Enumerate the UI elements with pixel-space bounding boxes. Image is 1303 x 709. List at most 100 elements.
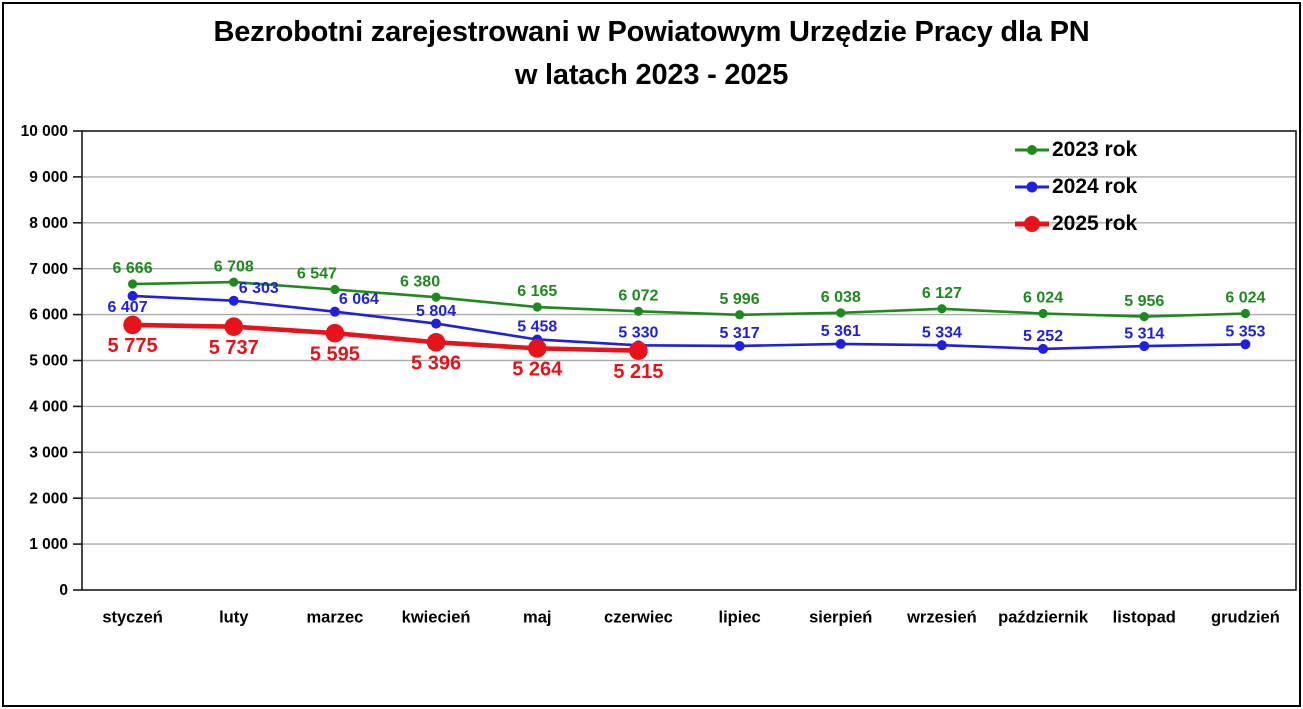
data-point-2023 rok-wrzesień [937, 304, 947, 314]
y-axis-tick-label: 4 000 [29, 398, 68, 415]
y-axis-tick-label: 2 000 [29, 490, 68, 507]
data-label-2025 rok-marzec: 5 595 [310, 343, 360, 365]
chart-title-line1: Bezrobotni zarejestrowani w Powiatowym U… [213, 16, 1090, 48]
data-point-2025 rok-czerwiec [629, 341, 648, 360]
y-axis-tick-label: 0 [59, 582, 68, 599]
data-label-2023 rok-marzec: 6 547 [297, 266, 337, 283]
legend-entry-2023: 2023 rok [1014, 131, 1137, 168]
legend-marker-2025-icon [1015, 215, 1049, 232]
data-point-2023 rok-luty [229, 277, 239, 287]
data-label-2023 rok-sierpień: 6 038 [821, 289, 861, 306]
y-axis-tick-label: 1 000 [29, 536, 68, 553]
data-point-2024 rok-wrzesień [936, 340, 947, 351]
x-axis-label: maj [523, 608, 551, 626]
data-label-2024 rok-listopad: 5 314 [1124, 325, 1164, 342]
data-point-2024 rok-październik [1038, 343, 1049, 354]
data-point-2024 rok-listopad [1139, 341, 1150, 352]
legend-label-2024: 2024 rok [1052, 174, 1138, 198]
data-point-2025 rok-marzec [325, 323, 345, 343]
data-point-2023 rok-listopad [1139, 312, 1149, 322]
data-label-2024 rok-czerwiec: 5 330 [618, 325, 658, 342]
legend-label-2025: 2025 rok [1052, 211, 1138, 235]
data-label-2025 rok-kwiecień: 5 396 [411, 353, 461, 375]
data-label-2024 rok-wrzesień: 5 334 [922, 324, 962, 341]
data-label-2024 rok-maj: 5 458 [517, 319, 557, 336]
data-label-2025 rok-maj: 5 264 [512, 359, 563, 381]
data-label-2023 rok-październik: 6 024 [1023, 290, 1063, 307]
data-label-2023 rok-listopad: 5 956 [1124, 293, 1164, 310]
data-label-2023 rok-czerwiec: 6 072 [618, 288, 658, 305]
x-axis-label: wrzesień [906, 608, 977, 626]
data-label-2024 rok-październik: 5 252 [1023, 328, 1063, 345]
y-axis-tick-label: 5 000 [29, 353, 68, 370]
legend-marker-2023-icon [1015, 144, 1049, 155]
data-point-2024 rok-kwiecień [431, 318, 442, 329]
legend-marker-2024-icon [1015, 181, 1049, 192]
data-point-2023 rok-październik [1038, 308, 1048, 319]
data-label-2025 rok-luty: 5 737 [209, 337, 259, 359]
data-label-2023 rok-lipiec: 5 996 [720, 291, 760, 308]
data-label-2023 rok-luty: 6 708 [214, 258, 254, 275]
x-axis-label: sierpień [809, 608, 872, 626]
x-axis-label: grudzień [1211, 608, 1280, 626]
data-label-2023 rok-wrzesień: 6 127 [922, 285, 962, 302]
chart-title: Bezrobotni zarejestrowani w Powiatowym U… [0, 11, 1303, 97]
y-axis-tick-label: 3 000 [29, 444, 68, 461]
data-label-2024 rok-luty: 6 303 [239, 280, 279, 297]
series-line-2025 rok [130, 322, 641, 353]
data-point-2025 rok-maj [527, 339, 547, 358]
data-point-2023 rok-lipiec [734, 310, 745, 320]
data-label-2023 rok-grudzień: 6 024 [1225, 290, 1265, 307]
x-axis-label: czerwiec [604, 608, 673, 626]
y-axis-tick-label: 10 000 [21, 123, 68, 140]
x-axis-label: kwiecień [402, 608, 471, 626]
data-point-2024 rok-grudzień [1240, 339, 1251, 350]
data-label-2025 rok-styczeń: 5 775 [108, 335, 158, 357]
x-axis-label: lipiec [718, 608, 760, 626]
series-line-2023 rok [131, 280, 1247, 318]
x-axis-label: styczeń [102, 608, 163, 626]
y-axis-tick-label: 9 000 [29, 169, 68, 186]
data-point-2023 rok-styczeń [127, 279, 138, 289]
data-point-2024 rok-luty [228, 295, 239, 306]
data-point-2024 rok-sierpień [835, 338, 846, 349]
y-axis-tick-label: 6 000 [29, 307, 68, 324]
x-axis-label: marzec [306, 608, 363, 626]
data-point-2025 rok-styczeń [123, 315, 142, 335]
series-line-2024 rok [131, 294, 1247, 351]
y-axis-tick-label: 8 000 [29, 215, 68, 232]
data-label-2023 rok-kwiecień: 6 380 [400, 273, 440, 290]
chart-title-line2: w latach 2023 - 2025 [514, 59, 789, 91]
x-axis-label: luty [219, 608, 249, 626]
plot-area-border [81, 130, 1297, 591]
data-label-2024 rok-lipiec: 5 317 [720, 325, 760, 342]
legend-entry-2025: 2025 rok [1014, 205, 1137, 242]
data-point-2023 rok-sierpień [836, 308, 846, 318]
data-point-2023 rok-czerwiec [633, 306, 644, 316]
data-point-2023 rok-grudzień [1240, 308, 1251, 319]
data-label-2023 rok-styczeń: 6 666 [113, 260, 153, 277]
x-axis-label: październik [998, 608, 1089, 626]
data-label-2024 rok-grudzień: 5 353 [1225, 324, 1265, 341]
data-label-2024 rok-marzec: 6 064 [339, 291, 379, 308]
data-point-2024 rok-lipiec [734, 340, 745, 351]
data-point-2023 rok-maj [532, 302, 542, 312]
data-label-2025 rok-czerwiec: 5 215 [613, 361, 663, 383]
data-label-2023 rok-maj: 6 165 [517, 283, 557, 300]
legend-entry-2024: 2024 rok [1014, 168, 1137, 205]
data-point-2024 rok-marzec [329, 306, 340, 317]
legend: 2023 rok 2024 rok 2025 rok [1014, 131, 1137, 242]
data-label-2024 rok-kwiecień: 5 804 [416, 303, 456, 320]
data-point-2025 rok-luty [224, 317, 244, 336]
x-axis-label: listopad [1113, 608, 1176, 626]
y-axis-tick-label: 7 000 [29, 261, 68, 278]
data-point-2023 rok-kwiecień [431, 292, 441, 302]
data-point-2025 rok-kwiecień [426, 333, 446, 352]
data-label-2024 rok-styczeń: 6 407 [108, 299, 148, 316]
legend-label-2023: 2023 rok [1052, 137, 1138, 161]
data-point-2024 rok-styczeń [127, 290, 138, 301]
data-point-2023 rok-marzec [330, 284, 340, 295]
data-label-2024 rok-sierpień: 5 361 [821, 323, 861, 340]
